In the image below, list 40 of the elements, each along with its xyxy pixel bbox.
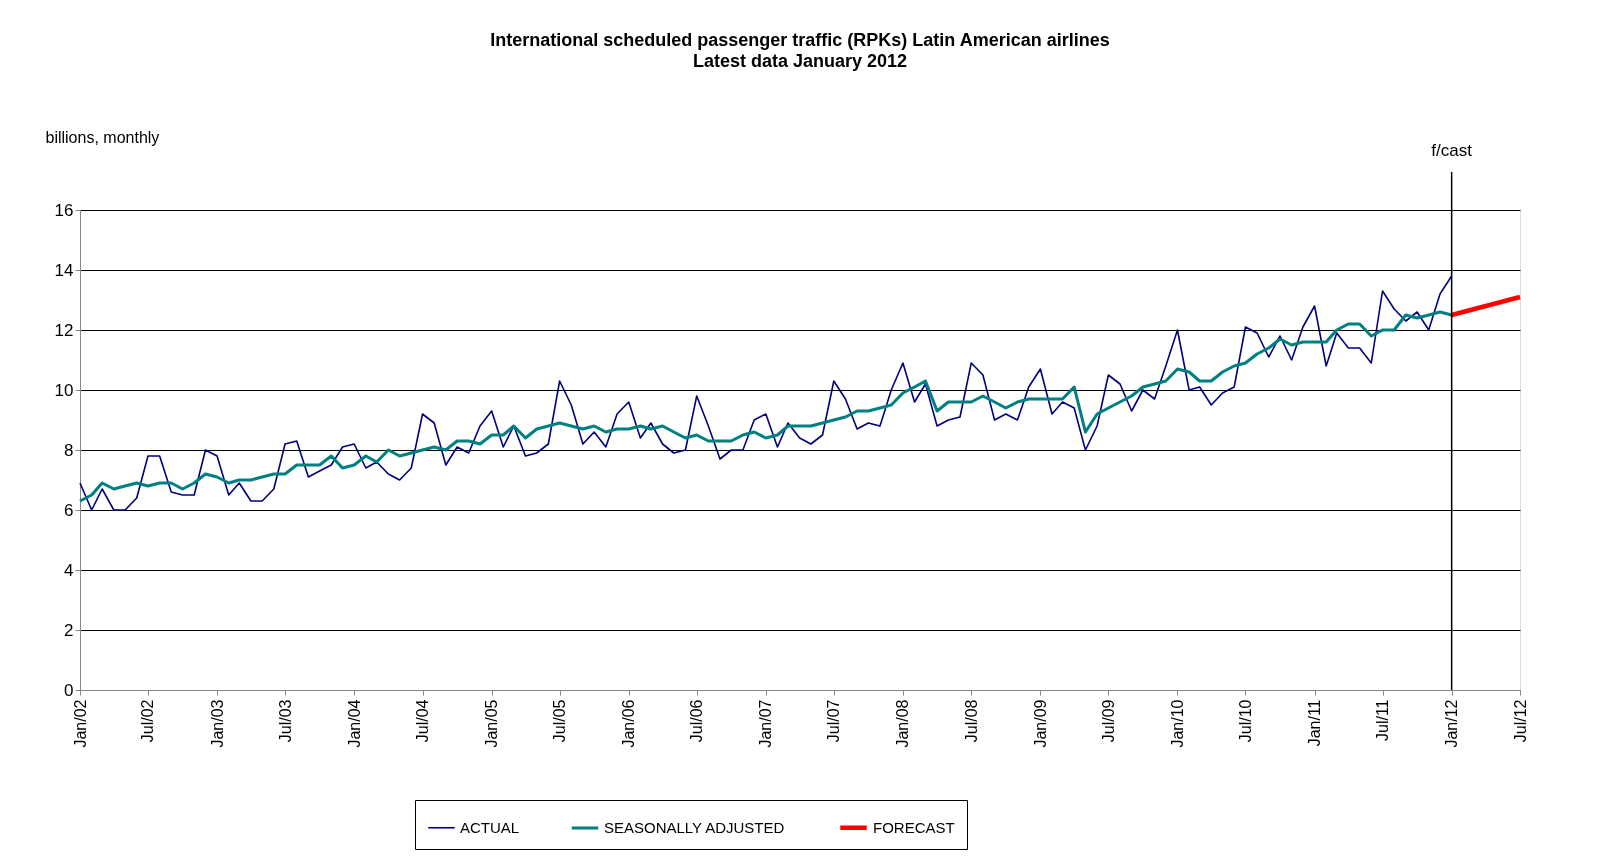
chart-title: International scheduled passenger traffic (RPKs) Latin American airlines [490,30,1110,50]
y-tick-label: 10 [54,380,74,400]
x-tick-label: Jan/04 [345,699,363,748]
x-tick-label: Jul/12 [1511,699,1529,743]
x-tick-label: Jul/04 [414,699,432,743]
x-tick-label: Jul/10 [1236,699,1254,743]
x-tick-label: Jul/06 [688,699,706,743]
line-series [79,275,1453,511]
x-tick-label: Jul/03 [276,699,294,743]
legend-label: FORECAST [873,818,955,836]
x-tick-label: Jan/12 [1443,699,1461,748]
y-tick-label: 0 [64,680,74,700]
x-tick-label: Jan/03 [208,699,226,748]
x-tick-label: Jan/05 [483,699,501,748]
legend-label: SEASONALLY ADJUSTED [604,819,785,836]
x-tick-label: Jan/09 [1031,699,1049,748]
y-tick-label: 14 [54,260,74,280]
x-tick-label: Jul/02 [139,699,157,743]
y-tick-label: 8 [64,440,74,460]
x-tick-label: Jan/08 [894,699,912,748]
x-tick-label: Jan/11 [1306,699,1324,747]
x-tick-label: Jan/06 [620,699,638,748]
y-tick-label: 6 [64,500,74,520]
y-axis-title: billions, monthly [45,128,160,146]
ref-line-label: f/cast [1431,141,1473,160]
x-tick-label: Jan/02 [71,699,89,748]
x-tick-label: Jan/10 [1168,699,1186,748]
x-tick-label: Jul/11 [1374,699,1392,742]
x-tick-label: Jan/07 [757,699,775,748]
x-tick-label: Jul/07 [825,699,843,743]
chart-subtitle: Latest data January 2012 [692,51,908,71]
y-tick-label: 4 [64,560,74,580]
line-series [78,310,1454,503]
y-tick-label: 2 [64,620,74,640]
x-tick-label: Jul/09 [1099,699,1117,743]
y-tick-label: 16 [54,200,74,220]
legend-label: ACTUAL [460,818,520,836]
x-tick-label: Jul/08 [962,699,980,743]
y-tick-label: 12 [54,320,74,340]
x-tick-label: Jul/05 [551,699,569,743]
